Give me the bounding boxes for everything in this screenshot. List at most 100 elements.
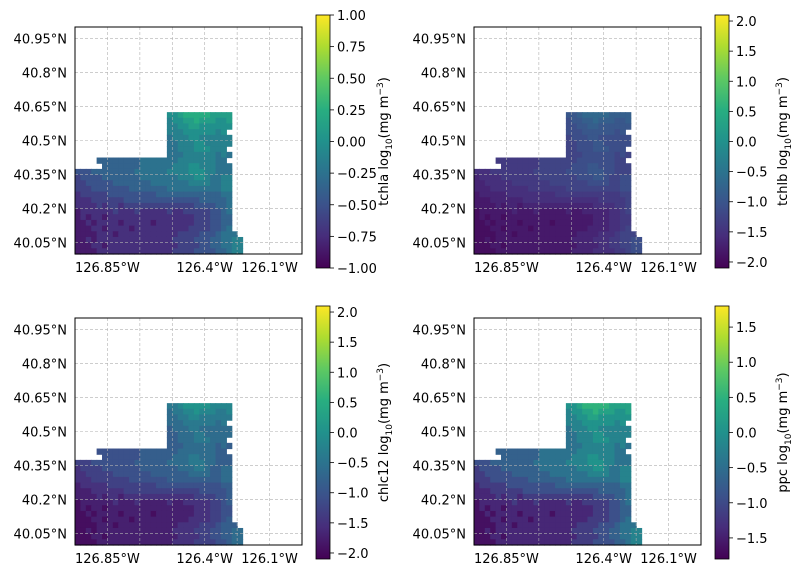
map-cell	[587, 408, 594, 416]
map-cell	[183, 151, 190, 159]
map-cell	[479, 522, 486, 529]
map-cell	[139, 471, 146, 478]
map-cell	[220, 157, 227, 164]
map-cell	[129, 459, 136, 467]
map-cell	[172, 123, 179, 130]
map-cell	[619, 414, 626, 421]
map-cell	[161, 505, 168, 512]
map-cell	[592, 488, 599, 495]
map-cell	[226, 151, 233, 159]
map-cell	[614, 482, 621, 489]
map-cell	[565, 465, 572, 472]
colorbar-tick-label: −2.0	[337, 547, 369, 562]
map-cell	[582, 471, 589, 478]
map-cell	[495, 225, 502, 232]
map-cell	[625, 516, 632, 523]
map-cell	[603, 448, 610, 455]
map-cell	[91, 197, 98, 204]
map-cell	[598, 146, 605, 153]
map-cell	[172, 403, 179, 410]
map-cell	[199, 214, 206, 221]
map-cell	[183, 408, 190, 416]
map-cell	[576, 123, 583, 130]
map-cell	[565, 157, 572, 164]
map-cell	[220, 117, 227, 125]
map-cell	[582, 476, 589, 484]
map-cell	[145, 242, 152, 249]
map-cell	[226, 539, 233, 546]
map-cell	[85, 533, 92, 540]
xtick-label: 126.1°W	[241, 552, 298, 567]
map-cell	[533, 493, 540, 501]
map-cell	[571, 248, 578, 255]
map-cell	[549, 522, 556, 529]
map-cell	[506, 476, 513, 484]
map-cell	[582, 140, 589, 147]
map-cell	[506, 539, 513, 546]
map-cell	[215, 527, 222, 535]
colorbar-tick-label: −1.5	[337, 517, 369, 532]
map-cell	[495, 510, 502, 518]
map-cell	[517, 448, 524, 455]
map-cell	[511, 157, 518, 164]
map-cell	[96, 208, 103, 215]
map-cell	[560, 191, 567, 198]
map-cell	[183, 420, 190, 427]
map-cell	[75, 214, 81, 221]
map-cell	[506, 454, 513, 461]
map-cell	[91, 180, 98, 187]
map-cell	[528, 516, 535, 523]
map-cell	[129, 482, 136, 489]
map-cell	[598, 168, 605, 176]
map-cell	[183, 202, 190, 210]
map-cell	[587, 180, 594, 187]
map-cell	[156, 185, 163, 193]
map-cell	[571, 146, 578, 153]
map-cell	[215, 522, 222, 529]
map-cell	[614, 522, 621, 529]
map-cell	[474, 197, 480, 204]
map-cell	[619, 163, 626, 170]
map-cell	[522, 157, 529, 164]
map-cell	[96, 191, 103, 198]
map-cell	[107, 248, 114, 255]
map-cell	[511, 493, 518, 501]
map-cell	[183, 248, 190, 255]
map-cell	[549, 225, 556, 232]
map-cell	[210, 134, 217, 142]
map-cell	[188, 488, 195, 495]
map-cell	[603, 191, 610, 198]
map-cell	[193, 185, 200, 193]
map-cell	[555, 248, 562, 255]
map-cell	[609, 408, 616, 416]
map-cell	[226, 442, 233, 450]
map-cell	[555, 197, 562, 204]
map-cell	[91, 539, 98, 546]
map-cell	[85, 539, 92, 546]
map-cell	[592, 516, 599, 523]
map-cell	[625, 454, 632, 461]
map-cell	[177, 180, 184, 187]
map-cell	[474, 539, 480, 546]
map-cell	[517, 499, 524, 506]
map-cell	[484, 168, 491, 176]
map-cell	[501, 208, 508, 215]
map-cell	[204, 408, 211, 416]
map-cell	[549, 202, 556, 210]
map-cell	[490, 185, 497, 193]
map-cell	[177, 488, 184, 495]
map-cell	[538, 482, 545, 489]
map-cell	[576, 146, 583, 153]
colorbar-tick-label: −0.5	[736, 166, 768, 181]
map-cell	[474, 488, 480, 495]
map-cell	[204, 191, 211, 198]
map-cell	[565, 248, 572, 255]
map-cell	[129, 231, 136, 238]
map-cell	[145, 454, 152, 461]
map-cell	[177, 208, 184, 215]
colorbar-tick-label: −2.0	[736, 256, 768, 271]
map-cell	[571, 242, 578, 249]
map-cell	[495, 493, 502, 501]
map-cell	[538, 493, 545, 501]
map-cell	[598, 431, 605, 438]
